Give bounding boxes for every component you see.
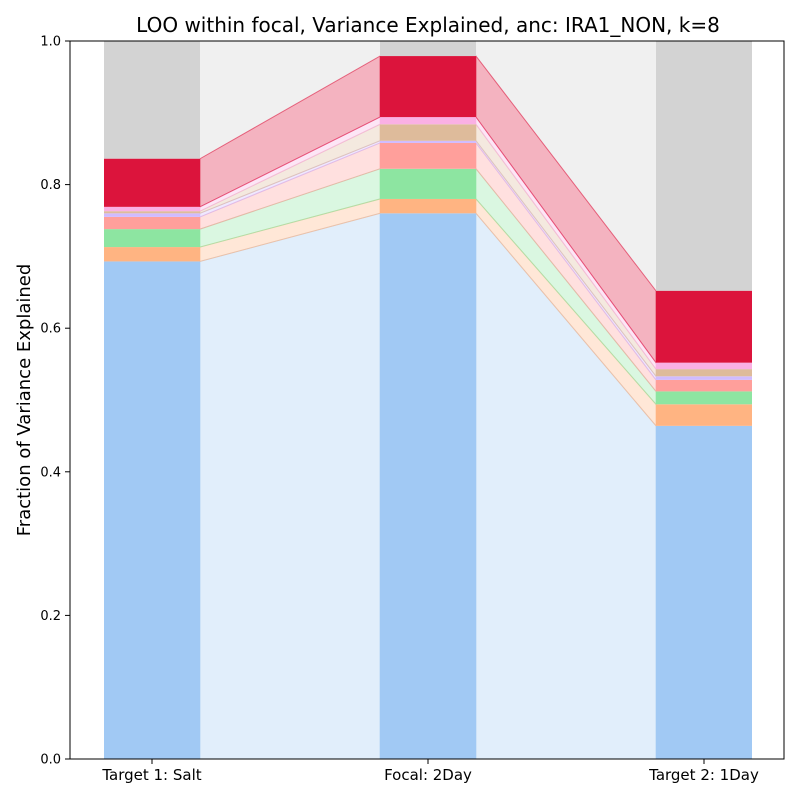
connecting-bands (199, 41, 657, 760)
x-axis: Target 1: Salt Focal: 2Day Target 2: 1Day (101, 759, 759, 784)
band-remainder (200, 41, 380, 159)
bar-segment (380, 56, 476, 118)
bar-segment (656, 376, 752, 380)
bar-segment (656, 425, 752, 759)
bar-segment (656, 391, 752, 405)
plot-frame (69, 40, 785, 760)
bar-remainder (104, 41, 200, 159)
bar-segment (656, 369, 752, 377)
bar-segment (656, 362, 752, 370)
x-tick-label: Focal: 2Day (384, 766, 472, 784)
bar-segment (380, 124, 476, 141)
y-tick-label: 0.0 (40, 753, 61, 768)
bar-segment (380, 213, 476, 759)
bar-segment (104, 206, 200, 212)
bar-segment (380, 198, 476, 214)
y-tick-label: 0.8 (40, 178, 61, 193)
bar-segment (104, 261, 200, 759)
x-tick-label: Target 1: Salt (101, 766, 201, 784)
band-remainder (476, 41, 656, 291)
bar-segment (104, 158, 200, 207)
bar-remainder (656, 41, 752, 291)
bar-segment (380, 168, 476, 199)
y-axis: 0.0 0.2 0.4 0.6 0.8 1.0 (40, 35, 70, 768)
bar-segment (104, 213, 200, 217)
bar-segment (656, 290, 752, 363)
bar-segment (380, 142, 476, 169)
y-axis-label: Fraction of Variance Explained (14, 264, 35, 537)
bar-segment (656, 404, 752, 426)
bar-remainder (380, 41, 476, 57)
chart-title: LOO within focal, Variance Explained, an… (136, 13, 720, 37)
bar-segment (104, 211, 200, 214)
y-tick-label: 0.2 (40, 609, 61, 624)
bar-segment (380, 140, 476, 143)
y-tick-label: 1.0 (40, 35, 61, 50)
band-segment (199, 212, 381, 760)
bar-segment (380, 117, 476, 125)
y-tick-label: 0.6 (40, 322, 61, 337)
x-tick-label: Target 2: 1Day (648, 766, 759, 784)
bar-segment (104, 216, 200, 230)
bar-segment (104, 229, 200, 248)
bar-segment (656, 379, 752, 392)
stacked-bars (104, 41, 752, 759)
y-tick-label: 0.4 (40, 465, 61, 480)
bar-segment (104, 247, 200, 262)
